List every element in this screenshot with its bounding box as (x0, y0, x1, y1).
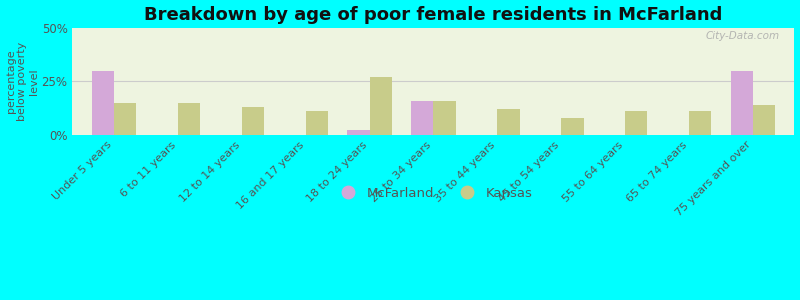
Bar (753, 105, 775, 135)
Bar (347, 130, 370, 135)
Bar (242, 107, 264, 135)
Bar (625, 111, 647, 135)
Bar (434, 100, 456, 135)
Bar (562, 118, 583, 135)
Bar (370, 77, 392, 135)
Bar (91, 70, 114, 135)
Bar (498, 109, 520, 135)
Bar (306, 111, 328, 135)
Bar (411, 100, 434, 135)
Y-axis label: percentage
below poverty
level: percentage below poverty level (6, 42, 38, 121)
Bar (730, 70, 753, 135)
Title: Breakdown by age of poor female residents in McFarland: Breakdown by age of poor female resident… (144, 6, 722, 24)
Legend: McFarland, Kansas: McFarland, Kansas (330, 182, 538, 205)
Text: City-Data.com: City-Data.com (706, 31, 780, 41)
Bar (178, 103, 200, 135)
Bar (114, 103, 136, 135)
Bar (689, 111, 711, 135)
